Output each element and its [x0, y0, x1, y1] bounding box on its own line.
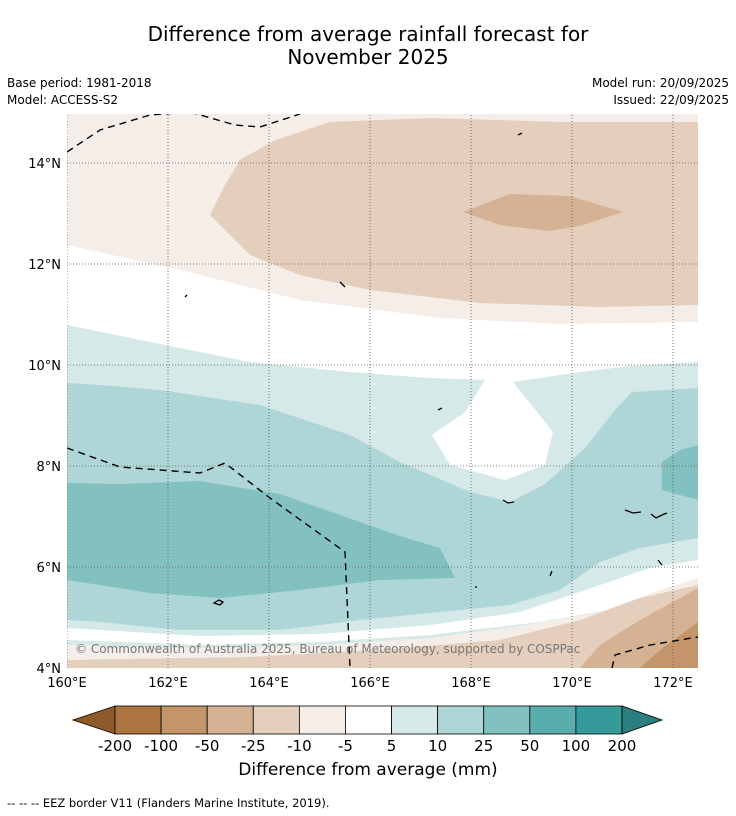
colorbar-swatch	[206, 705, 254, 735]
colorbar-tick-label: -5	[338, 737, 353, 755]
chart-title-line2: November 2025	[287, 45, 449, 69]
band-25-50-east	[662, 445, 698, 500]
base-period: Base period: 1981-2018	[7, 76, 152, 90]
band-minus25-minus10	[210, 118, 698, 307]
colorbar-tick-label: 10	[428, 737, 447, 755]
band-25-50-west	[67, 481, 455, 598]
y-tick-label: 12°N	[28, 258, 61, 273]
issued-date: Issued: 22/09/2025	[613, 93, 729, 107]
band-minus25-minus10-south	[67, 585, 698, 668]
colorbar-swatch	[114, 705, 162, 735]
colorbar-tick-label: -50	[195, 737, 220, 755]
colorbar-tick-label: -10	[287, 737, 312, 755]
chart-title-line1: Difference from average rainfall forecas…	[147, 22, 589, 46]
x-tick-label: 172°E	[653, 676, 693, 691]
y-tick-label: 8°N	[37, 460, 62, 475]
x-tick-label: 170°E	[552, 676, 592, 691]
x-tick-label: 162°E	[148, 676, 188, 691]
gridlines	[67, 114, 698, 668]
x-tick-label: 164°E	[249, 676, 289, 691]
model-run: Model run: 20/09/2025	[591, 76, 729, 90]
colorbar-tick-label: 100	[562, 737, 591, 755]
colorbar-tick-label: -100	[144, 737, 178, 755]
y-tick-label: 10°N	[28, 359, 61, 374]
model-name: Model: ACCESS-S2	[7, 93, 119, 107]
eez-legend: -- -- -- EEZ border V11 (Flanders Marine…	[7, 796, 330, 810]
colorbar-swatch	[160, 705, 208, 735]
colorbar-tick-label: 50	[520, 737, 539, 755]
colorbar-extend-low	[71, 705, 116, 735]
colorbar-swatch	[437, 705, 485, 735]
colorbar-swatch	[345, 705, 392, 735]
copyright-note: © Commonwealth of Australia 2025, Bureau…	[75, 642, 580, 656]
colorbar-swatch	[391, 705, 439, 735]
colorbar-tick-label: 200	[608, 737, 637, 755]
colorbar-tick-label: -200	[98, 737, 132, 755]
islands	[184, 132, 668, 606]
band-minus5-5-south	[67, 560, 698, 645]
colorbar-extend-high	[621, 705, 664, 735]
colorbar-tick-label: 25	[474, 737, 493, 755]
y-tick-label: 14°N	[28, 157, 61, 172]
eez-borders	[67, 114, 698, 668]
y-tick-label: 6°N	[37, 561, 62, 576]
colorbar-swatch	[298, 705, 346, 735]
colorbar-swatch	[483, 705, 531, 735]
colorbar-swatch	[252, 705, 300, 735]
colorbar-tick-label: -25	[241, 737, 266, 755]
x-tick-label: 160°E	[47, 676, 87, 691]
x-tick-label: 168°E	[451, 676, 491, 691]
colorbar-label: Difference from average (mm)	[238, 760, 498, 780]
y-tick-label: 4°N	[37, 662, 62, 677]
colorbar-swatch	[529, 705, 577, 735]
colorbar-swatch	[575, 705, 623, 735]
x-tick-label: 166°E	[350, 676, 390, 691]
band-minus100-minus50-south	[640, 622, 698, 668]
colorbar: -200 -100 -50 -25 -10 -5 5 10 25 50 100 200	[71, 705, 664, 755]
band-minus50-minus25	[463, 194, 623, 231]
colorbar-tick-label: 5	[387, 737, 397, 755]
